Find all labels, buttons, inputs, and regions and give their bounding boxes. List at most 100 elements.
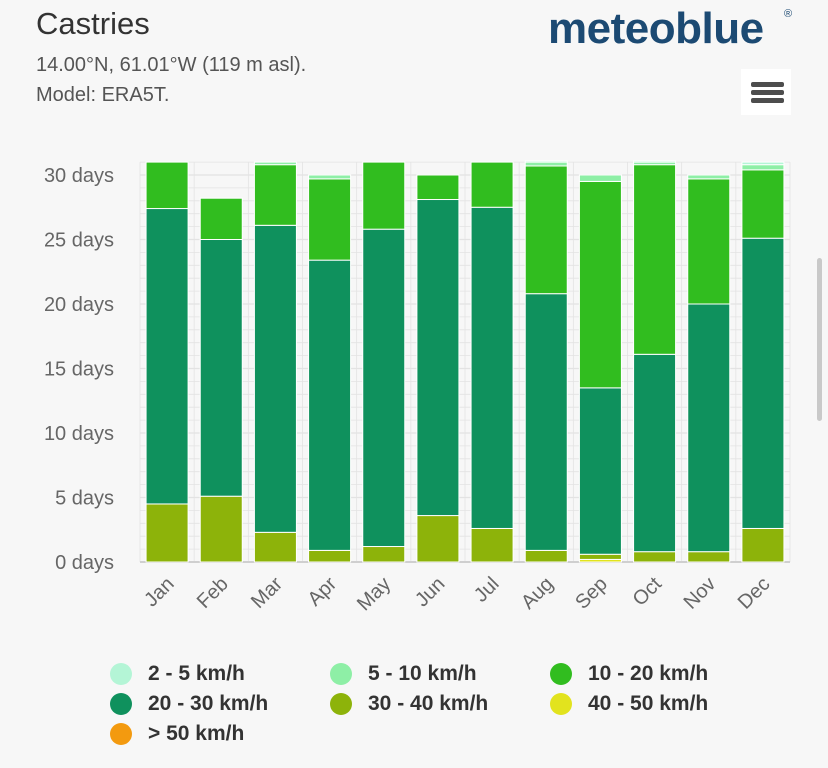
bar-segment[interactable] [308, 259, 352, 551]
x-tick-label: Oct [629, 573, 667, 611]
x-tick-label: Aug [517, 573, 558, 614]
legend-label: > 50 km/h [148, 722, 245, 745]
bar-segment[interactable] [741, 237, 785, 529]
bar-segment[interactable] [524, 293, 568, 551]
x-tick-label: Dec [734, 573, 775, 614]
bar-segment[interactable] [524, 165, 568, 295]
bar-segment[interactable] [308, 178, 352, 261]
bar-segment[interactable] [741, 169, 785, 239]
bar-segment[interactable] [308, 174, 352, 180]
y-tick-label: 25 days [44, 230, 114, 252]
legend-label: 20 - 30 km/h [148, 692, 269, 715]
bar-segment[interactable] [470, 527, 514, 563]
bar-segment[interactable] [524, 160, 568, 163]
x-tick-label: Apr [304, 573, 342, 611]
legend-swatch [110, 693, 132, 715]
bar-segment[interactable] [741, 527, 785, 563]
bar-segment[interactable] [578, 180, 622, 389]
legend-label: 10 - 20 km/h [588, 662, 709, 685]
x-tick-label: Jan [140, 573, 178, 611]
bar-segment[interactable] [578, 174, 622, 182]
bar-segment[interactable] [633, 164, 677, 355]
bar-segment[interactable] [362, 161, 406, 230]
bar-segment[interactable] [524, 549, 568, 563]
legend-swatch [550, 663, 572, 685]
y-tick-label: 0 days [55, 552, 114, 574]
legend-swatch [330, 663, 352, 685]
legend-item[interactable]: > 50 km/h [110, 722, 244, 746]
legend-swatch [330, 693, 352, 715]
hamburger-menu-button[interactable] [741, 69, 791, 115]
x-tick-label: Mar [247, 573, 287, 613]
legend-item[interactable]: 10 - 20 km/h [550, 662, 708, 686]
x-axis-ticks: Jan Feb Mar Apr May Jun Jul Aug Sep Oct Nov Dec [140, 573, 774, 616]
y-tick-label: 15 days [44, 359, 114, 381]
grid-layer [139, 161, 791, 563]
bar-segment[interactable] [308, 549, 352, 563]
legend-item[interactable]: 40 - 50 km/h [550, 692, 708, 716]
bar-segment[interactable] [416, 199, 460, 517]
page-scrollbar[interactable] [817, 258, 822, 421]
bar-segment[interactable] [362, 228, 406, 548]
bar-segment[interactable] [741, 164, 785, 171]
bar-segment[interactable] [145, 208, 189, 505]
y-axis-ticks: 0 days 5 days 10 days 15 days 20 days 25 days… [44, 165, 114, 574]
bar-segment[interactable] [524, 161, 568, 167]
bar-segment[interactable] [253, 531, 297, 563]
bar-segment[interactable] [253, 164, 297, 226]
legend-label: 2 - 5 km/h [148, 662, 245, 685]
bar-segment[interactable] [578, 553, 622, 560]
y-tick-label: 20 days [44, 294, 114, 316]
x-tick-label: Jul [470, 573, 504, 607]
bar-segment[interactable] [199, 197, 243, 240]
legend-label: 30 - 40 km/h [368, 692, 489, 715]
bar-segment[interactable] [416, 515, 460, 563]
bar-segment[interactable] [687, 303, 731, 553]
bar-segment[interactable] [199, 495, 243, 563]
menu-icon-bar [751, 82, 784, 87]
x-tick-label: May [353, 573, 395, 615]
wind-speed-bar-chart: 0 days 5 days 10 days 15 days 20 days 25 days… [44, 160, 791, 616]
x-tick-label: Nov [680, 573, 721, 614]
bar-segment[interactable] [687, 178, 731, 305]
legend-item[interactable]: 2 - 5 km/h [110, 662, 245, 686]
legend-swatch [110, 663, 132, 685]
bar-segment[interactable] [145, 503, 189, 563]
bar-segment[interactable] [633, 551, 677, 563]
menu-icon-bar [751, 90, 784, 95]
bar-segment[interactable] [687, 551, 731, 563]
bar-segment[interactable] [362, 546, 406, 563]
registered-mark: ® [784, 8, 793, 20]
model-text: Model: ERA5T. [36, 84, 170, 106]
bar-segment[interactable] [741, 161, 785, 166]
bar-segment[interactable] [470, 206, 514, 529]
y-tick-label: 5 days [55, 488, 114, 510]
bar-segment[interactable] [470, 161, 514, 208]
bar-segment[interactable] [253, 224, 297, 533]
x-tick-label: Sep [571, 573, 612, 614]
location-title: Castries [36, 6, 150, 41]
meteoblue-logo[interactable]: meteoblue [548, 4, 764, 53]
legend-item[interactable]: 20 - 30 km/h [110, 692, 268, 716]
bar-segment[interactable] [416, 174, 460, 201]
x-tick-label: Jun [411, 573, 449, 611]
coordinates-text: 14.00°N, 61.01°W (119 m asl). [36, 54, 307, 76]
bar-segment[interactable] [687, 174, 731, 180]
y-tick-label: 10 days [44, 423, 114, 445]
bar-segment[interactable] [633, 353, 677, 553]
bars-layer [145, 160, 785, 563]
menu-icon-bar [751, 98, 784, 103]
y-tick-label: 30 days [44, 165, 114, 187]
bar-segment[interactable] [199, 239, 243, 497]
legend-label: 5 - 10 km/h [368, 662, 477, 685]
legend-label: 40 - 50 km/h [588, 692, 709, 715]
legend-item[interactable]: 5 - 10 km/h [330, 662, 477, 686]
legend-item[interactable]: 30 - 40 km/h [330, 692, 488, 716]
bar-segment[interactable] [253, 161, 297, 166]
bar-segment[interactable] [578, 387, 622, 555]
x-tick-label: Feb [193, 573, 233, 613]
legend-swatch [110, 723, 132, 745]
bar-segment[interactable] [145, 161, 189, 210]
bar-segment[interactable] [633, 160, 677, 163]
legend-swatch [550, 693, 572, 715]
